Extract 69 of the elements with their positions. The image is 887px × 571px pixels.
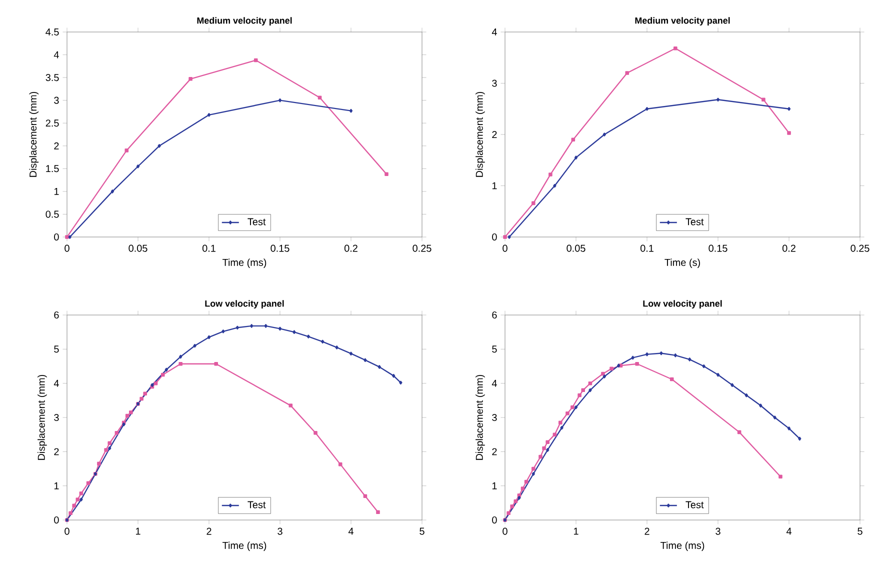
x-tick-label: 4	[786, 528, 792, 535]
y-tick-label: 3	[492, 414, 497, 422]
y-tick-label: 0	[492, 516, 497, 524]
y-tick-label: 5	[54, 346, 59, 353]
y-tick-label: 0	[492, 233, 497, 241]
y-tick-label: 0.5	[46, 210, 59, 218]
x-tick-label: 3	[716, 528, 720, 535]
chart-title: Low velocity panel	[205, 300, 284, 308]
x-tick-label: 0.05	[566, 244, 586, 252]
x-tick-label: 2	[206, 528, 212, 535]
y-tick-label: 1	[492, 182, 497, 190]
x-axis-title: Time (ms)	[222, 258, 266, 268]
y-tick-label: 4.5	[46, 28, 59, 36]
x-tick-label: 1	[136, 528, 140, 535]
x-tick-label: 5	[420, 528, 424, 535]
x-tick-label: 0	[502, 528, 508, 535]
y-tick-label: 3.5	[46, 74, 59, 82]
legend-label: Test	[686, 218, 704, 226]
y-tick-label: 0	[54, 233, 59, 241]
y-axis-title: Displacement (mm)	[476, 92, 485, 177]
y-tick-label: 4	[492, 380, 497, 387]
y-tick-label: 5	[492, 346, 497, 353]
x-tick-label: 0.2	[344, 244, 358, 252]
y-tick-label: 1	[492, 482, 497, 490]
x-tick-label: 0.2	[782, 244, 796, 252]
x-tick-label: 5	[858, 528, 862, 535]
y-axis-title: Displacement (mm)	[29, 92, 39, 177]
x-tick-label: 0.05	[128, 244, 148, 252]
x-tick-label: 0.15	[270, 244, 290, 252]
y-tick-label: 2	[492, 448, 497, 456]
x-axis-title: Time (s)	[664, 258, 700, 268]
y-tick-label: 1	[54, 188, 59, 195]
x-tick-label: 0.1	[202, 244, 216, 252]
y-tick-label: 3	[54, 414, 59, 422]
y-tick-label: 2	[54, 142, 59, 150]
x-tick-label: 0.25	[412, 244, 432, 252]
y-tick-label: 3	[492, 80, 497, 87]
x-tick-label: 2	[644, 528, 650, 535]
x-tick-label: 0.25	[850, 244, 870, 252]
x-tick-label: 0.1	[640, 244, 654, 252]
y-tick-label: 1.5	[46, 165, 59, 172]
x-axis-title: Time (ms)	[222, 542, 266, 551]
y-tick-label: 0	[54, 516, 59, 524]
y-tick-label: 4	[54, 51, 59, 58]
y-tick-label: 6	[54, 311, 59, 319]
y-tick-label: 6	[492, 311, 497, 319]
chart-title: Medium velocity panel	[635, 17, 730, 26]
legend-label: Test	[248, 501, 266, 508]
chart-title: Medium velocity panel	[197, 17, 292, 26]
chart-title: Low velocity panel	[643, 300, 722, 308]
y-axis-title: Displacement (mm)	[38, 374, 47, 460]
x-tick-label: 4	[348, 528, 354, 535]
x-tick-label: 1	[574, 528, 578, 535]
x-tick-label: 0	[64, 528, 70, 535]
y-tick-label: 2.5	[46, 120, 59, 127]
legend-label: Test	[686, 501, 704, 508]
y-tick-label: 2	[492, 131, 497, 138]
y-axis-title: Displacement (mm)	[476, 374, 485, 460]
y-tick-label: 1	[54, 482, 59, 490]
x-tick-label: 3	[278, 528, 282, 535]
x-tick-label: 0	[502, 244, 508, 252]
legend-label: Test	[248, 218, 266, 226]
y-tick-label: 2	[54, 448, 59, 456]
y-tick-label: 4	[54, 380, 59, 387]
y-tick-label: 3	[54, 96, 59, 104]
x-axis-title: Time (ms)	[660, 542, 704, 551]
x-tick-label: 0	[64, 244, 70, 252]
x-tick-label: 0.15	[708, 244, 728, 252]
y-tick-label: 4	[492, 28, 497, 36]
